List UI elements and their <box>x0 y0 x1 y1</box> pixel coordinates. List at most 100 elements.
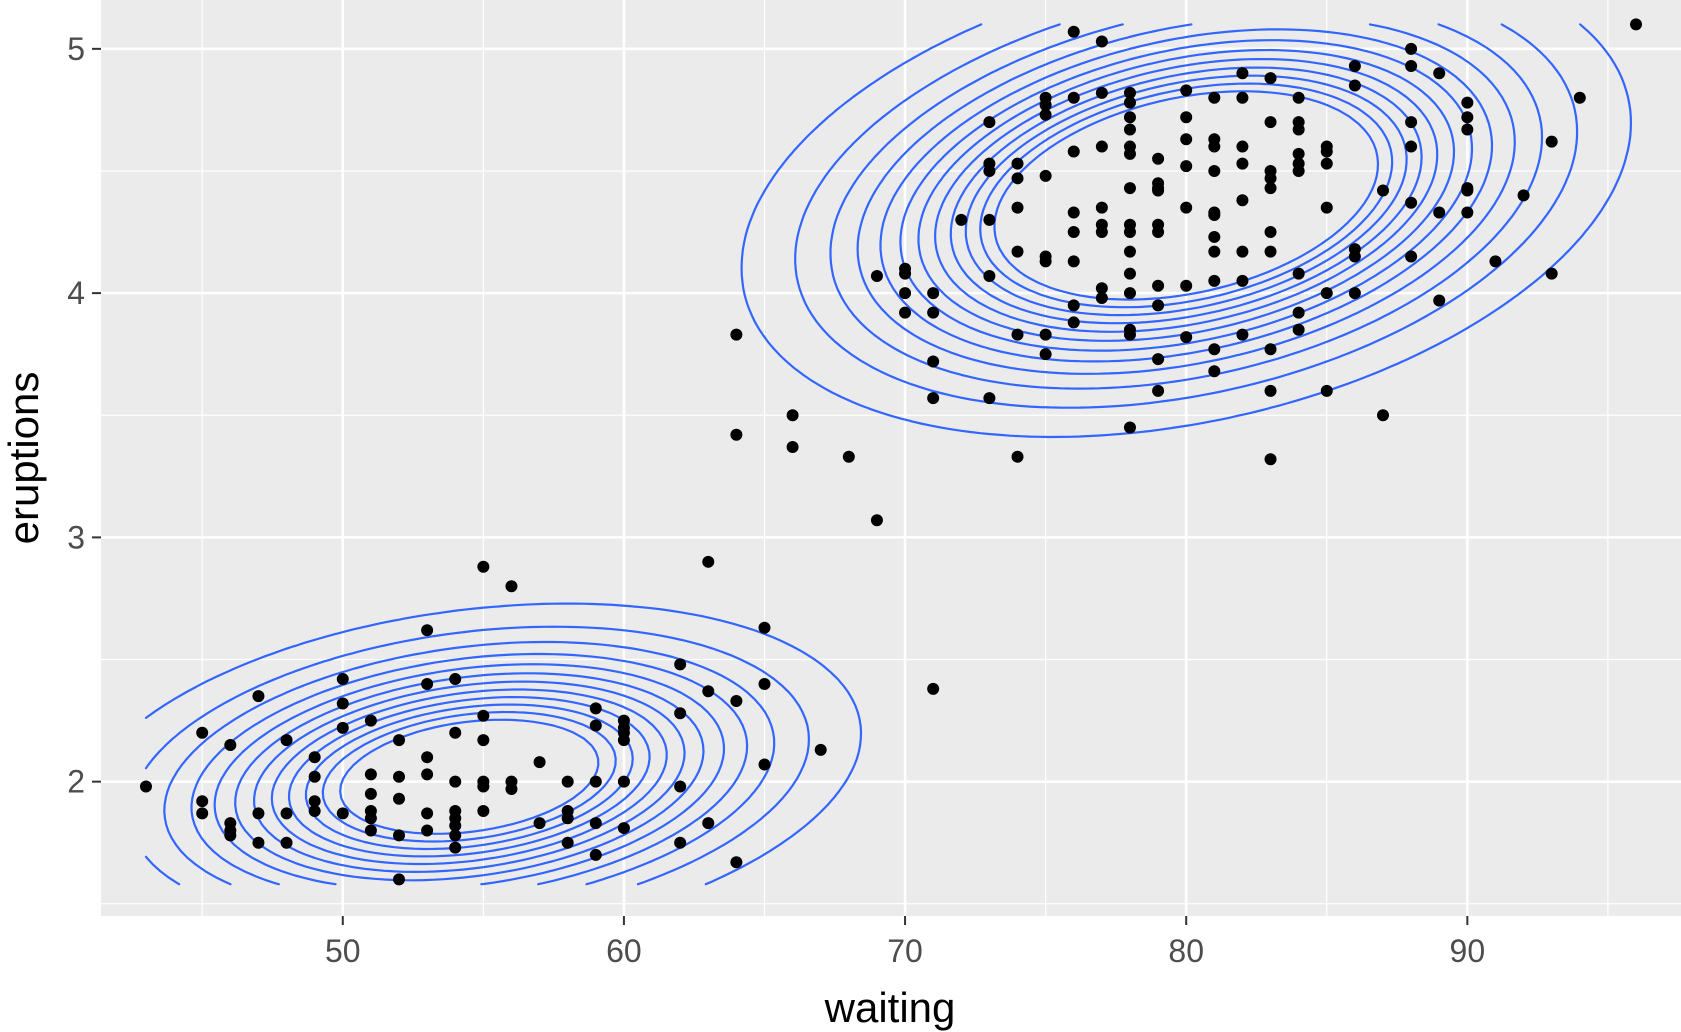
data-point <box>1067 255 1080 268</box>
data-point <box>1208 274 1221 287</box>
data-point <box>1292 147 1305 160</box>
data-point <box>617 822 630 835</box>
data-point <box>505 782 518 795</box>
x-tick-label: 60 <box>606 933 642 969</box>
data-point <box>1152 279 1165 292</box>
data-point <box>336 697 349 710</box>
data-point <box>1348 59 1361 72</box>
data-point <box>364 787 377 800</box>
data-point <box>786 441 799 454</box>
data-point <box>1152 353 1165 366</box>
data-point <box>1320 384 1333 397</box>
density-contour-line <box>190 23 1516 886</box>
data-point <box>1152 184 1165 197</box>
data-point <box>421 824 434 837</box>
data-point <box>1236 140 1249 153</box>
data-point <box>1320 201 1333 214</box>
data-point <box>589 848 602 861</box>
data-point <box>1208 365 1221 378</box>
data-point <box>1067 91 1080 104</box>
data-point <box>1208 245 1221 258</box>
data-point <box>533 817 546 830</box>
data-point <box>1011 328 1024 341</box>
data-point <box>336 807 349 820</box>
data-point <box>421 768 434 781</box>
data-point <box>561 812 574 825</box>
data-point <box>449 829 462 842</box>
data-point <box>758 758 771 771</box>
data-point <box>1152 226 1165 239</box>
data-point <box>1208 140 1221 153</box>
data-point <box>674 836 687 849</box>
data-point <box>1433 294 1446 307</box>
data-point <box>1376 409 1389 422</box>
data-point <box>842 450 855 463</box>
data-point <box>927 355 940 368</box>
data-point <box>252 690 265 703</box>
data-point <box>393 792 406 805</box>
y-tick-label: 5 <box>67 31 85 67</box>
data-point <box>1123 182 1136 195</box>
data-point <box>1545 135 1558 148</box>
data-point <box>1461 206 1474 219</box>
data-point <box>1630 18 1643 31</box>
data-point <box>1461 184 1474 197</box>
data-point <box>1376 184 1389 197</box>
data-point <box>1067 316 1080 329</box>
data-point <box>730 428 743 441</box>
data-point <box>1208 208 1221 221</box>
data-point <box>449 819 462 832</box>
data-point <box>899 287 912 300</box>
data-point <box>1264 245 1277 258</box>
data-point <box>1067 226 1080 239</box>
data-point <box>589 775 602 788</box>
data-point <box>1292 91 1305 104</box>
data-point <box>1236 328 1249 341</box>
data-point <box>1095 35 1108 48</box>
data-point <box>1208 91 1221 104</box>
data-point <box>927 682 940 695</box>
data-point <box>674 780 687 793</box>
data-point <box>421 624 434 637</box>
data-point <box>1461 111 1474 124</box>
data-point <box>730 856 743 869</box>
density-contour-line <box>163 23 1544 886</box>
density-contour-line <box>234 39 1474 882</box>
data-point <box>1236 157 1249 170</box>
density-contour-line <box>144 23 1632 886</box>
data-point <box>1039 108 1052 121</box>
density-contour-line <box>144 23 1579 886</box>
data-point <box>1011 172 1024 185</box>
data-point <box>196 726 209 739</box>
data-point <box>1011 245 1024 258</box>
density-contour-line <box>253 48 1456 873</box>
x-tick-label: 80 <box>1168 933 1204 969</box>
data-point <box>674 707 687 720</box>
data-point <box>617 775 630 788</box>
data-point <box>1236 194 1249 207</box>
data-point <box>1067 206 1080 219</box>
data-point <box>1264 172 1277 185</box>
data-point <box>617 734 630 747</box>
data-point <box>1011 201 1024 214</box>
data-point <box>814 743 827 756</box>
data-point <box>1095 292 1108 305</box>
data-point <box>1264 453 1277 466</box>
data-point <box>1123 245 1136 258</box>
data-points <box>139 18 1643 886</box>
data-point <box>421 807 434 820</box>
data-point <box>1123 226 1136 239</box>
data-point <box>421 677 434 690</box>
data-point <box>364 824 377 837</box>
data-point <box>1180 111 1193 124</box>
data-point <box>1348 250 1361 263</box>
data-point <box>1039 99 1052 112</box>
data-point <box>449 841 462 854</box>
data-point <box>870 514 883 527</box>
data-point <box>1152 299 1165 312</box>
data-point <box>1152 152 1165 165</box>
data-point <box>1264 116 1277 129</box>
data-point <box>955 213 968 226</box>
data-point <box>477 560 490 573</box>
